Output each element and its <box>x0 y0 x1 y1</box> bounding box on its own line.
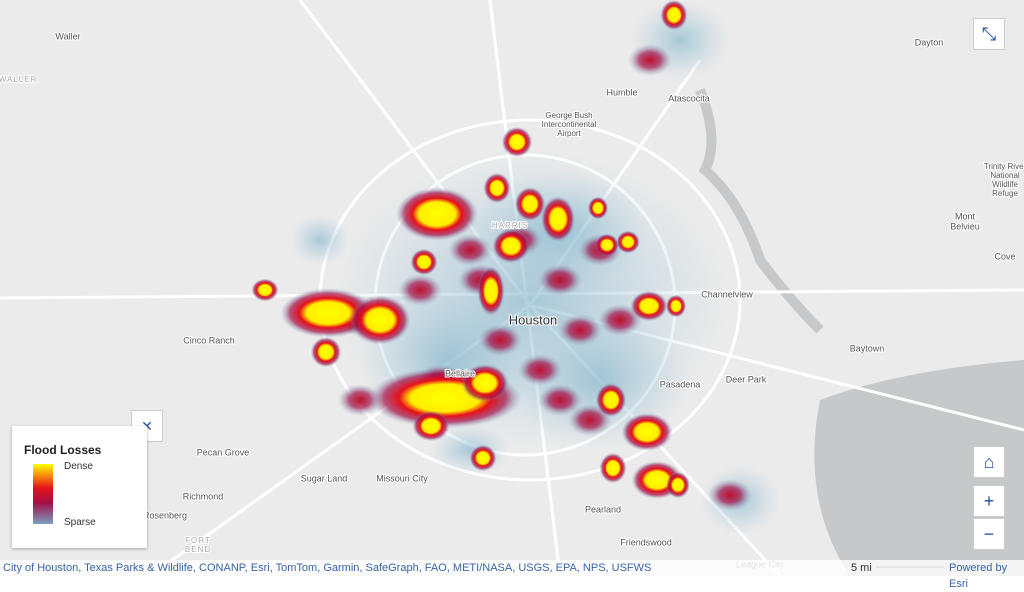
zoom-in-button[interactable]: + <box>973 485 1005 517</box>
place-label: Deer Park <box>726 374 767 384</box>
fullscreen-button[interactable]: ⤡ <box>973 18 1005 50</box>
heat-hotspot <box>412 411 449 441</box>
powered-by: Powered by Esri <box>949 560 1024 592</box>
place-label: Rosenberg <box>143 510 187 520</box>
legend: Flood Losses Dense Sparse <box>12 426 147 548</box>
heat-hotspot <box>660 0 687 30</box>
heat-blob <box>398 274 442 306</box>
place-label: Pearland <box>585 504 621 514</box>
heat-hotspot <box>666 295 686 318</box>
heat-blob <box>628 44 672 76</box>
heat-hotspot <box>599 453 626 483</box>
place-label: Refuge <box>992 189 1018 198</box>
place-label: FORT <box>185 536 211 545</box>
place-label: HARRIS <box>492 221 528 230</box>
place-label: Missouri City <box>376 473 428 483</box>
place-label: Sugar Land <box>301 473 348 483</box>
legend-high: Dense <box>64 461 93 472</box>
heat-hotspot <box>349 295 410 344</box>
heat-hotspot <box>588 197 608 220</box>
place-label: George Bush <box>545 111 592 120</box>
heat-blob <box>478 324 522 356</box>
heat-hotspot <box>396 187 478 240</box>
heat-hotspot <box>469 445 496 472</box>
heat-hotspot <box>251 279 278 302</box>
place-label: National <box>990 171 1020 180</box>
attribution: City of Houston, Texas Parks & Wildlife,… <box>3 560 651 576</box>
place-label: Airport <box>557 129 581 138</box>
legend-ramp <box>33 464 53 524</box>
heat-blob <box>558 314 602 346</box>
place-label: Belvieu <box>950 221 980 231</box>
heat-blob <box>518 354 562 386</box>
zoom-out-button[interactable]: − <box>973 518 1005 550</box>
legend-title: Flood Losses <box>24 443 101 457</box>
heat-blob <box>290 215 350 265</box>
place-label: Intercontinental <box>542 120 597 129</box>
heat-blob <box>538 264 582 296</box>
place-label: Humble <box>606 87 637 97</box>
place-label: Wildlife <box>992 180 1018 189</box>
heat-hotspot <box>541 196 575 242</box>
place-label: BEND <box>185 545 211 554</box>
heat-hotspot <box>502 127 533 157</box>
heat-hotspot <box>595 234 619 257</box>
heat-hotspot <box>666 472 690 499</box>
legend-low: Sparse <box>64 517 96 528</box>
heat-hotspot <box>492 229 529 263</box>
heat-hotspot <box>483 173 510 203</box>
map: Waller WALLER Humble Atascocita George BushI… <box>0 0 1024 576</box>
place-label: Pasadena <box>660 379 701 389</box>
place-label: Cove <box>994 251 1015 261</box>
place-label: Atascocita <box>668 93 710 103</box>
heat-hotspot <box>515 187 546 221</box>
place-label: Richmond <box>183 491 224 501</box>
place-label: Bellaire <box>445 368 475 378</box>
place-label: Trinity River <box>984 162 1024 171</box>
place-label: Houston <box>509 312 557 327</box>
place-label: Pecan Grove <box>197 447 250 457</box>
heat-hotspot <box>596 383 627 417</box>
scale-label: 5 mi <box>851 560 872 576</box>
place-label: Baytown <box>850 343 885 353</box>
place-label: Channelview <box>701 289 753 299</box>
place-label: Cinco Ranch <box>183 335 235 345</box>
place-label: WALLER <box>0 75 37 84</box>
heat-hotspot <box>477 266 504 315</box>
home-button[interactable]: ⌂ <box>973 446 1005 478</box>
place-label: Waller <box>55 31 80 41</box>
place-label: Mont <box>955 211 976 221</box>
heat-hotspot <box>410 249 437 276</box>
heat-hotspot <box>311 337 342 367</box>
heat-hotspot <box>616 231 640 254</box>
place-label: Dayton <box>915 37 944 47</box>
heat-hotspot <box>622 413 673 451</box>
place-label: Friendswood <box>620 537 672 547</box>
heat-blob <box>708 479 752 511</box>
attribution-bar: City of Houston, Texas Parks & Wildlife,… <box>0 560 1024 576</box>
heat-hotspot <box>630 291 667 321</box>
heat-blob <box>448 234 492 266</box>
